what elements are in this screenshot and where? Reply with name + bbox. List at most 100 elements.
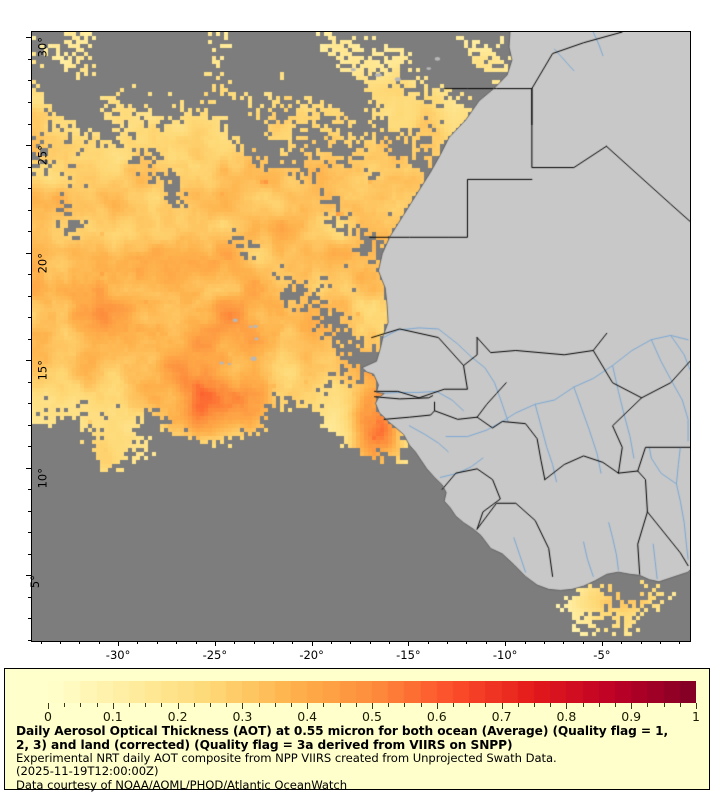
x-tick-minor <box>234 641 236 644</box>
map-panel: -30° -25° -20° -15° -10° -5° 30° 25° 20° 15° 10° 5… <box>26 31 691 662</box>
y-tick-minor <box>28 618 31 620</box>
y-axis-label: 5° <box>28 575 43 589</box>
y-tick-minor <box>28 80 31 82</box>
y-tick-minor <box>28 596 31 598</box>
x-tick-minor <box>156 641 158 644</box>
colorbar-tick-label: 0.8 <box>556 709 577 724</box>
colorbar-tick-minor <box>388 703 390 707</box>
colorbar-tick-minor <box>647 703 649 707</box>
colorbar-tick-label: 0.3 <box>232 709 253 724</box>
x-tick-minor <box>369 641 371 644</box>
y-tick-minor <box>28 58 31 60</box>
x-tick-minor <box>659 641 661 644</box>
colorbar-tick-minor <box>663 703 665 707</box>
colorbar-tick-minor <box>469 703 471 707</box>
y-tick-major <box>26 145 31 147</box>
caption-sub-line2: (2025-11-19T12:00:00Z) <box>16 764 159 779</box>
y-tick-minor <box>28 274 31 276</box>
y-tick-minor <box>28 209 31 211</box>
colorbar-tick-label: 0.1 <box>102 709 123 724</box>
colorbar-tick-minor <box>453 703 454 707</box>
x-tick-minor <box>272 641 274 644</box>
colorbar-ticks <box>48 703 697 711</box>
legend-panel: 0 0.1 0.2 0.3 0.4 0.5 0.6 0.7 0.8 0.9 1 Daily Aero… <box>4 668 710 792</box>
y-tick-minor <box>28 231 31 233</box>
y-tick-minor <box>28 188 31 190</box>
colorbar-tick-major <box>436 703 438 709</box>
x-tick-minor <box>485 641 487 644</box>
colorbar-tick-minor <box>582 703 584 707</box>
colorbar-tick-minor <box>679 703 681 707</box>
x-tick-major <box>118 641 120 646</box>
colorbar-tick-minor <box>517 703 519 707</box>
x-tick-minor <box>60 641 62 644</box>
x-tick-minor <box>621 641 623 644</box>
colorbar-tick-major <box>501 703 503 709</box>
colorbar-tick-minor <box>274 703 276 707</box>
colorbar-tick-major <box>696 703 697 709</box>
colorbar-tick-label: 0.5 <box>362 709 382 724</box>
y-tick-minor <box>28 424 31 426</box>
y-tick-minor <box>28 295 31 297</box>
colorbar-tick-minor <box>550 703 552 707</box>
colorbar-tick-minor <box>96 703 98 707</box>
colorbar-tick-label: 0.4 <box>297 709 318 724</box>
colorbar-tick-minor <box>534 703 535 707</box>
x-tick-minor <box>466 641 468 644</box>
y-axis-label: 15° <box>35 360 50 381</box>
colorbar-tick-major <box>631 703 633 709</box>
y-tick-minor <box>28 317 31 319</box>
y-tick-minor <box>28 102 31 103</box>
y-tick-major <box>26 37 31 39</box>
x-tick-minor <box>350 641 352 644</box>
y-axis-label: 10° <box>35 467 50 489</box>
colorbar-tick-minor <box>80 703 82 707</box>
y-tick-minor <box>28 510 31 512</box>
x-axis-label: -5° <box>593 648 611 662</box>
caption-sub-line3: Data courtesy of NOAA/AOML/PHOD/Atlantic… <box>16 777 348 792</box>
x-tick-minor <box>389 641 391 644</box>
x-tick-minor <box>98 641 100 644</box>
y-tick-minor <box>28 553 31 555</box>
y-axis-label: 30° <box>35 37 50 58</box>
x-tick-minor <box>195 641 197 644</box>
y-tick-minor <box>28 446 31 448</box>
colorbar-tick-major <box>566 703 568 709</box>
y-tick-major <box>26 252 31 254</box>
x-tick-minor <box>330 641 332 644</box>
x-tick-minor <box>640 641 642 644</box>
colorbar-tick-minor <box>615 703 616 707</box>
x-tick-minor <box>679 641 681 644</box>
y-tick-minor <box>28 640 31 641</box>
colorbar-tick-minor <box>161 703 163 707</box>
colorbar-tick-label: 0.2 <box>167 709 188 724</box>
y-tick-minor <box>28 532 31 534</box>
x-tick-minor <box>543 641 545 644</box>
colorbar[interactable] <box>48 681 696 703</box>
y-tick-major <box>26 575 31 577</box>
colorbar-tick-label: 1 <box>692 709 700 724</box>
colorbar-tick-minor <box>323 703 325 707</box>
colorbar-tick-label: 0.6 <box>426 709 447 724</box>
y-tick-minor <box>28 403 31 405</box>
colorbar-tick-minor <box>64 703 66 707</box>
x-tick-minor <box>582 641 584 644</box>
colorbar-tick-major <box>307 703 309 709</box>
x-axis-label: -30° <box>105 648 131 662</box>
x-tick-minor <box>524 641 526 644</box>
map-plot-area[interactable] <box>31 31 691 642</box>
colorbar-tick-minor <box>404 703 406 707</box>
aot-raster-canvas <box>32 32 690 641</box>
x-axis-label: -10° <box>492 648 518 662</box>
x-tick-minor <box>137 641 139 644</box>
colorbar-gradient <box>48 681 696 703</box>
x-tick-major <box>601 641 603 646</box>
colorbar-tick-minor <box>339 703 341 707</box>
colorbar-tick-label: 0.9 <box>621 709 642 724</box>
y-axis-label: 25° <box>35 145 50 166</box>
x-tick-minor <box>563 641 565 644</box>
colorbar-tick-minor <box>226 703 228 707</box>
colorbar-tick-major <box>372 703 373 709</box>
y-axis-label: 20° <box>35 252 50 274</box>
x-tick-major <box>505 641 507 646</box>
